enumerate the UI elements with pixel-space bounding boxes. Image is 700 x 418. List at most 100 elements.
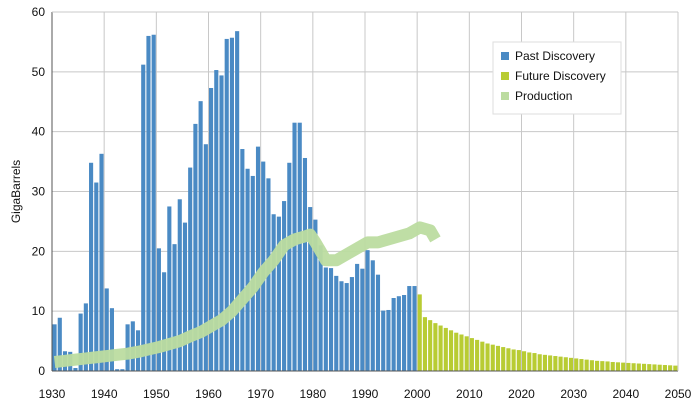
x-tick-label: 1930 bbox=[39, 387, 66, 401]
past-discovery-bar bbox=[370, 260, 375, 371]
past-discovery-bar bbox=[402, 295, 407, 371]
future-discovery-bar bbox=[495, 345, 501, 371]
future-discovery-bar bbox=[574, 358, 579, 371]
past-discovery-bar bbox=[99, 153, 104, 371]
legend-box bbox=[492, 41, 622, 115]
past-discovery-bar bbox=[182, 222, 188, 371]
future-discovery-bar bbox=[600, 361, 605, 371]
past-discovery-bar bbox=[57, 317, 62, 371]
past-discovery-bar bbox=[151, 34, 156, 372]
y-tick-label: 60 bbox=[32, 5, 46, 19]
future-discovery-bar bbox=[537, 354, 542, 371]
future-discovery-bar bbox=[595, 360, 600, 371]
x-tick-label: 1990 bbox=[352, 387, 379, 401]
past-discovery-bar bbox=[78, 313, 83, 371]
past-discovery-bar bbox=[130, 321, 135, 371]
legend-swatch-past-discovery bbox=[501, 52, 509, 60]
past-discovery-bar bbox=[349, 277, 354, 371]
past-discovery-bar bbox=[162, 272, 167, 371]
future-discovery-bar bbox=[464, 336, 469, 371]
past-discovery-bar bbox=[250, 175, 255, 371]
y-tick-label: 40 bbox=[32, 125, 46, 139]
past-discovery-bar bbox=[245, 168, 250, 371]
past-discovery-bar bbox=[203, 144, 208, 371]
legend-label-past-discovery: Past Discovery bbox=[515, 49, 595, 63]
past-discovery-bar bbox=[109, 308, 114, 371]
future-discovery-bar bbox=[553, 356, 558, 371]
past-discovery-bar bbox=[355, 263, 360, 371]
x-tick-label: 1980 bbox=[299, 387, 326, 401]
past-discovery-bar bbox=[167, 206, 172, 371]
future-discovery-bar bbox=[610, 362, 615, 371]
past-discovery-bar bbox=[391, 298, 396, 371]
past-discovery-bar bbox=[73, 368, 78, 371]
past-discovery-bar bbox=[287, 162, 292, 371]
past-discovery-bar bbox=[344, 283, 349, 371]
past-discovery-bar bbox=[302, 157, 308, 371]
future-discovery-bar bbox=[652, 364, 657, 371]
future-discovery-bar bbox=[584, 359, 589, 371]
past-discovery-bar bbox=[188, 167, 193, 371]
past-discovery-bar bbox=[365, 250, 370, 371]
past-discovery-bar bbox=[235, 31, 240, 372]
past-discovery-bar bbox=[89, 162, 94, 371]
past-discovery-bar bbox=[323, 267, 328, 371]
future-discovery-bar bbox=[662, 365, 667, 371]
past-discovery-bar bbox=[156, 248, 161, 371]
production-layer bbox=[53, 221, 441, 368]
future-discovery-bar bbox=[469, 338, 474, 371]
x-tick-label: 2000 bbox=[404, 387, 431, 401]
x-tick-label: 1940 bbox=[91, 387, 118, 401]
future-discovery-bar bbox=[417, 294, 422, 371]
legend-swatch-future-discovery bbox=[501, 72, 509, 80]
x-tick-label: 2050 bbox=[665, 387, 692, 401]
future-discovery-bar bbox=[480, 341, 485, 371]
x-tick-label: 2030 bbox=[560, 387, 587, 401]
past-discovery-bar bbox=[339, 281, 344, 371]
future-discovery-bar bbox=[422, 317, 427, 371]
past-discovery-bar bbox=[52, 324, 57, 371]
past-discovery-bar bbox=[407, 286, 412, 371]
past-discovery-bar bbox=[318, 245, 323, 371]
past-discovery-bar bbox=[334, 275, 339, 371]
past-discovery-bar bbox=[375, 274, 381, 371]
future-discovery-bar bbox=[511, 349, 516, 371]
future-discovery-bar bbox=[485, 343, 490, 371]
future-discovery-bar bbox=[542, 354, 547, 371]
past-discovery-bar bbox=[255, 146, 261, 372]
past-discovery-bar bbox=[396, 296, 401, 371]
y-tick-label: 50 bbox=[32, 65, 46, 79]
future-discovery-bar bbox=[501, 347, 506, 371]
y-tick-label: 20 bbox=[32, 244, 46, 258]
past-discovery-bar bbox=[229, 37, 234, 371]
past-discovery-bar bbox=[292, 122, 297, 371]
y-tick-label: 0 bbox=[38, 364, 45, 378]
future-discovery-bar bbox=[647, 364, 652, 371]
future-discovery-bar bbox=[532, 353, 537, 371]
future-discovery-bar bbox=[626, 362, 631, 371]
future-discovery-bar bbox=[443, 327, 448, 371]
future-discovery-bar bbox=[448, 330, 454, 371]
future-discovery-bar bbox=[668, 365, 673, 371]
past-discovery-bar bbox=[240, 149, 245, 371]
future-discovery-bar bbox=[438, 325, 443, 371]
future-discovery-bar bbox=[657, 364, 662, 371]
legend-swatch-production bbox=[501, 92, 509, 100]
chart-legend: Past Discovery Future Discovery Production bbox=[492, 41, 622, 115]
future-discovery-bar bbox=[527, 352, 532, 371]
future-discovery-bar bbox=[568, 357, 574, 371]
past-discovery-bar bbox=[276, 216, 281, 371]
future-discovery-bar bbox=[563, 357, 568, 371]
past-discovery-bar bbox=[177, 199, 182, 371]
future-discovery-bar bbox=[641, 363, 647, 371]
future-discovery-bar bbox=[589, 360, 594, 371]
past-discovery-bar bbox=[209, 87, 214, 372]
future-discovery-bar bbox=[459, 334, 464, 371]
past-discovery-bar bbox=[172, 244, 177, 371]
past-discovery-bar bbox=[313, 219, 318, 371]
legend-label-future-discovery: Future Discovery bbox=[515, 69, 606, 83]
past-discovery-bar bbox=[271, 214, 276, 371]
